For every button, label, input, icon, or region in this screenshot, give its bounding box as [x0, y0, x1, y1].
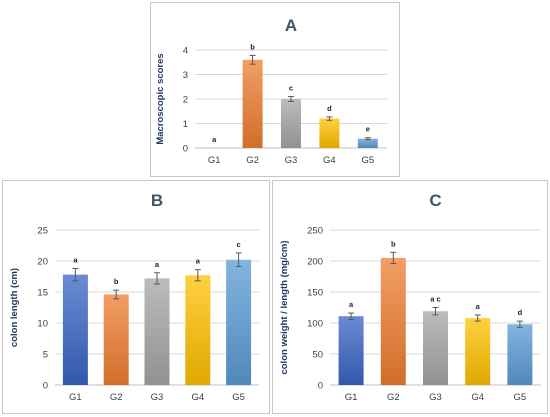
chart-a-ytick: 4 [183, 46, 188, 57]
chart-c-title: C [429, 191, 441, 210]
chart-b-title: B [151, 191, 163, 210]
chart-c-ytick: 0 [318, 381, 323, 392]
chart-a-letter-g4: d [327, 104, 332, 113]
chart-c-bar-g5 [507, 324, 533, 385]
chart-a-xtick: G3 [285, 155, 298, 166]
chart-a-bar-g4 [319, 118, 340, 148]
chart-a-xtick: G1 [208, 155, 221, 166]
chart-a-letter-g3: c [289, 84, 293, 93]
chart-c-bar-g1 [338, 316, 364, 385]
chart-b-ytick: 15 [37, 288, 48, 299]
chart-b-letter-g1: a [73, 255, 78, 264]
chart-b-xtick: G3 [151, 392, 164, 403]
chart-b-xtick: G4 [191, 392, 204, 403]
chart-c-ytick: 250 [307, 226, 323, 237]
chart-c-bar-g4 [465, 318, 491, 385]
chart-a-ytick: 1 [183, 119, 188, 130]
chart-c-ytick: 200 [307, 257, 323, 268]
chart-b-ytick: 5 [43, 350, 48, 361]
chart-b-bar-g3 [144, 278, 170, 385]
chart-c-ytick: 150 [307, 288, 323, 299]
chart-b-bar-g4 [185, 275, 211, 385]
chart-b-bar-g1 [62, 274, 88, 385]
chart-a-ytick: 3 [183, 70, 188, 81]
chart-c-xtick: G5 [514, 392, 527, 403]
chart-b-ylabel: colon length (cm) [9, 268, 20, 347]
chart-b-ytick: 25 [37, 226, 48, 237]
chart-c-letter-g1: a [349, 300, 354, 309]
chart-panel-a: A Macroscopic scores 0 1 2 3 4 a G1 b G2 c G3 d G4 e G5 [150, 2, 400, 177]
chart-c-ylabel: colon weight / length (mg/cm) [279, 240, 290, 374]
chart-a-letter-g1: a [212, 135, 217, 144]
chart-a-bar-g5 [357, 138, 378, 148]
chart-c-xtick: G3 [429, 392, 442, 403]
chart-b-letter-g2: b [114, 277, 119, 286]
chart-a-letter-g2: b [250, 42, 255, 51]
chart-c-xtick: G1 [345, 392, 358, 403]
chart-b-xtick: G1 [69, 392, 82, 403]
chart-a-letter-g5: e [366, 125, 370, 134]
chart-c-xtick: G2 [387, 392, 400, 403]
chart-c-xtick: G4 [471, 392, 484, 403]
chart-a-ytick: 0 [183, 144, 188, 155]
chart-b-xtick: G5 [232, 392, 245, 403]
chart-a-xtick: G4 [323, 155, 336, 166]
chart-a-svg: A Macroscopic scores 0 1 2 3 4 a G1 b G2 c G3 d G4 e G5 [155, 16, 387, 166]
chart-a-bar-g2 [242, 59, 263, 148]
chart-c-letter-g5: d [518, 308, 523, 317]
chart-b-ytick: 20 [37, 257, 48, 268]
chart-c-letter-g3: a c [430, 295, 440, 304]
chart-b-bar-g5 [226, 259, 252, 385]
chart-b-xtick: G2 [110, 392, 123, 403]
chart-b-letter-g5: c [237, 240, 241, 249]
chart-c-letter-g2: b [391, 239, 396, 248]
chart-a-title: A [285, 16, 297, 35]
chart-c-bar-g3 [423, 311, 448, 385]
chart-a-xtick: G5 [361, 155, 374, 166]
chart-a-xtick: G2 [246, 155, 259, 166]
chart-c-letter-g4: a [476, 302, 481, 311]
chart-c-ytick: 50 [312, 350, 323, 361]
chart-a-ylabel: Macroscopic scores [155, 53, 166, 144]
chart-c-ytick: 100 [307, 319, 323, 330]
chart-a-ytick: 2 [183, 95, 188, 106]
chart-b-ytick: 10 [37, 319, 48, 330]
chart-b-letter-g4: a [196, 257, 201, 266]
chart-b-letter-g3: a [155, 260, 160, 269]
chart-b-ytick: 0 [43, 381, 48, 392]
chart-a-bar-g3 [281, 99, 301, 148]
chart-c-bar-g2 [380, 257, 406, 385]
chart-b-bar-g2 [103, 294, 129, 385]
